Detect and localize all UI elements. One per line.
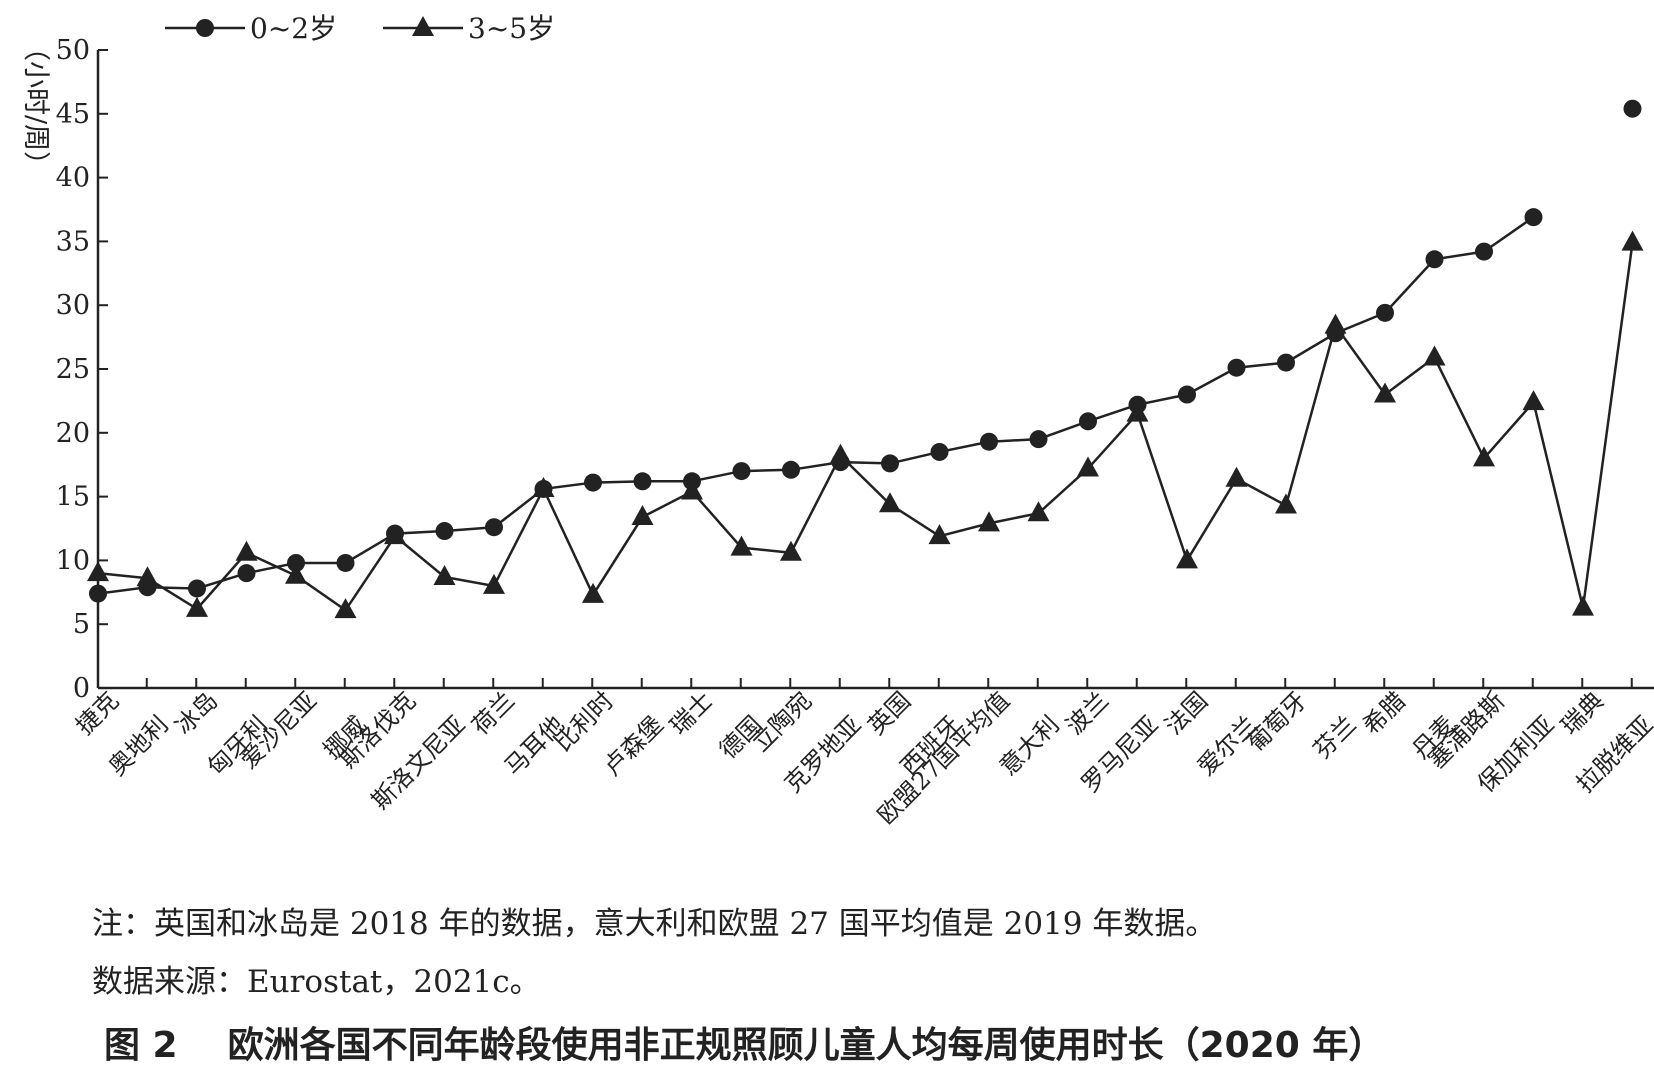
data-point-triangle	[780, 540, 802, 561]
y-tick-label: 35	[56, 226, 90, 257]
data-point-triangle	[681, 479, 703, 500]
data-point-circle	[1425, 250, 1444, 269]
data-point-circle	[485, 518, 503, 537]
data-point-circle	[336, 553, 355, 572]
x-tick-label: 冰岛	[170, 686, 224, 740]
data-point-circle	[1475, 242, 1493, 261]
data-point-circle	[435, 522, 454, 541]
data-point-circle	[1079, 412, 1097, 431]
x-tick-label: 意大利	[994, 710, 1065, 781]
data-point-triangle	[1621, 230, 1644, 251]
x-tick-label: 瑞典	[1556, 686, 1610, 740]
x-tick-label: 荷兰	[467, 686, 521, 740]
data-point-triangle	[186, 596, 208, 617]
data-source: 数据来源：Eurostat，2021c。	[92, 964, 541, 1000]
legend-label: 0~2岁	[250, 12, 337, 45]
x-tick-label: 芬兰	[1308, 710, 1362, 764]
data-point-triangle	[285, 563, 307, 584]
data-point-triangle	[1225, 466, 1248, 487]
data-point-circle	[782, 460, 800, 479]
data-point-circle	[584, 473, 602, 492]
x-tick-label: 希腊	[1358, 686, 1412, 740]
y-tick-label: 10	[56, 545, 90, 576]
x-tick-label: 波兰	[1061, 686, 1115, 740]
data-point-triangle	[532, 476, 555, 497]
legend-label: 3~5岁	[468, 12, 555, 45]
x-tick-label: 法国	[1160, 686, 1214, 740]
series-line-2	[97, 242, 1634, 612]
data-point-circle	[237, 564, 256, 583]
y-tick-label: 20	[56, 418, 90, 449]
data-point-triangle	[433, 564, 456, 585]
data-point-triangle	[1275, 493, 1297, 514]
x-tick-label: 英国	[863, 686, 917, 740]
data-point-triangle	[879, 492, 901, 513]
data-point-triangle	[1522, 390, 1545, 411]
data-point-triangle	[1374, 382, 1396, 403]
data-point-triangle	[235, 540, 258, 561]
legend-marker-triangle	[412, 16, 434, 36]
figure-title-text: 欧洲各国不同年龄段使用非正规照顾儿童人均每周使用时长（2020 年）	[227, 1025, 1385, 1066]
figure-number: 图 2	[104, 1025, 178, 1066]
y-tick-label: 30	[56, 290, 90, 321]
data-point-triangle	[483, 573, 505, 594]
x-tick-label: 奥地利	[103, 710, 174, 781]
data-point-circle	[980, 432, 998, 451]
data-point-circle	[188, 579, 206, 598]
legend-marker-circle	[196, 19, 214, 37]
data-point-circle	[881, 454, 899, 473]
data-point-triangle	[1572, 595, 1594, 616]
data-point-circle	[1277, 353, 1295, 372]
data-point-triangle	[1027, 501, 1050, 522]
data-point-triangle	[928, 524, 951, 545]
data-point-triangle	[136, 566, 159, 587]
y-tick-label: 45	[56, 99, 90, 130]
data-point-triangle	[1473, 446, 1495, 467]
data-point-triangle	[384, 524, 406, 545]
data-point-circle	[1029, 430, 1048, 449]
chart-note: 注：英国和冰岛是 2018 年的数据，意大利和欧盟 27 国平均值是 2019 …	[92, 906, 1217, 942]
data-point-triangle	[334, 598, 357, 619]
data-point-circle	[930, 442, 949, 461]
data-point-triangle	[1126, 401, 1149, 422]
y-tick-label: 40	[56, 163, 90, 194]
y-tick-label: 5	[73, 609, 90, 640]
y-axis-label: （小时/周）	[20, 34, 51, 178]
data-point-triangle	[978, 511, 1000, 532]
data-point-circle	[732, 462, 751, 481]
data-point-triangle	[1423, 345, 1446, 366]
data-point-triangle	[87, 561, 109, 582]
data-point-circle	[1623, 99, 1642, 118]
data-point-triangle	[1176, 548, 1198, 569]
data-point-triangle	[1324, 313, 1347, 334]
data-point-circle	[633, 472, 652, 491]
figure-title: 图 2 欧洲各国不同年龄段使用非正规照顾儿童人均每周使用时长（2020 年）	[104, 1016, 1384, 1068]
x-tick-label: 卢森堡	[598, 710, 669, 781]
data-point-circle	[1227, 358, 1246, 377]
series-line-1	[97, 216, 1535, 595]
data-point-circle	[1376, 303, 1394, 322]
chart: 05101520253035404550（小时/周）捷克奥地利冰岛匈牙利爱沙尼亚…	[20, 12, 1654, 830]
data-point-triangle	[631, 505, 654, 526]
x-tick-label: 瑞士	[665, 686, 719, 740]
y-tick-label: 15	[56, 482, 90, 513]
data-point-triangle	[730, 535, 753, 556]
data-point-triangle	[582, 582, 604, 603]
data-point-triangle	[829, 443, 852, 464]
y-tick-label: 25	[56, 354, 90, 385]
data-point-circle	[1524, 208, 1543, 227]
data-point-triangle	[1077, 456, 1099, 477]
data-point-circle	[287, 553, 305, 572]
data-point-circle	[89, 584, 107, 603]
data-point-circle	[1178, 385, 1196, 404]
y-tick-label: 50	[56, 35, 90, 66]
y-tick-label: 0	[73, 673, 90, 704]
